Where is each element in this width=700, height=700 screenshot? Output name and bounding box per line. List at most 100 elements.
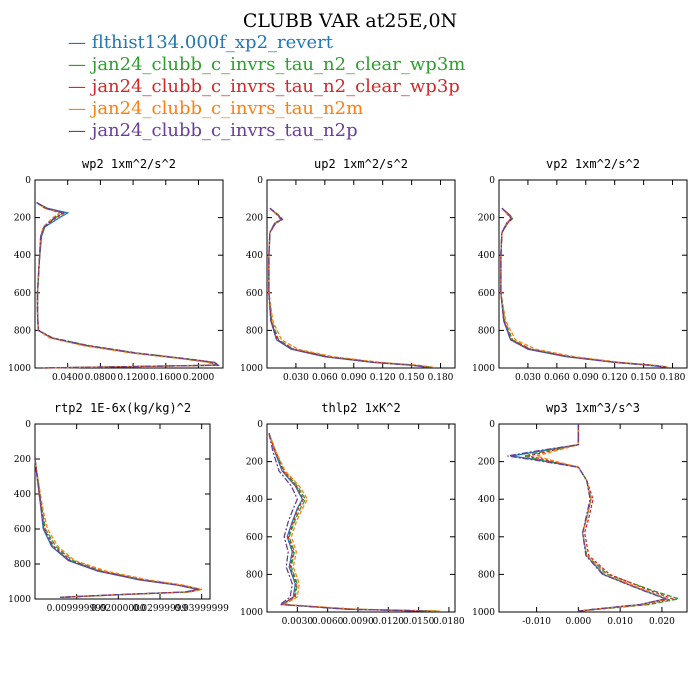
series-line [268,207,431,368]
series-line [268,433,434,612]
x-tick-label: 0.02000000 [91,604,146,614]
x-tick-label: 0.090 [341,373,367,383]
series-line [500,207,669,368]
series-line [268,207,433,368]
legend-label: jan24_clubb_c_invrs_tau_n2_clear_wp3m [91,54,466,75]
series-line [523,424,679,612]
series-line [268,207,427,368]
x-tick-label: 0.0400 [52,373,84,383]
y-tick-label: 800 [14,560,31,570]
chart-panel: thlp2 1xK^2 0 200 400 600 800 1000 0.00300.0060… [240,401,465,627]
y-tick-label: 600 [14,525,31,535]
y-tick-label: 800 [246,326,263,336]
x-tick-label: 0.180 [428,373,454,383]
plot-frame [266,423,456,613]
x-tick-label: 0.0800 [85,373,117,383]
x-tick-label: 0.120 [370,373,396,383]
series-line [34,458,201,598]
chart-panel: up2 1xm^2/s^2 0 200 400 600 800 1000 0.030 0.060… [240,157,456,383]
y-tick-label: 600 [246,289,263,299]
y-tick-label: 1000 [472,608,495,618]
x-tick-label: 0.2000 [183,373,215,383]
legend-item: — jan24_clubb_c_invrs_tau_n2p [68,120,358,141]
series-line [36,202,220,369]
x-tick-label: 0.0090 [342,617,374,627]
series-line [34,458,198,598]
y-tick-label: 800 [478,570,495,580]
series-line [268,207,430,368]
y-tick-label: 1000 [8,364,31,374]
y-tick-label: 200 [14,455,31,465]
x-tick-label: 0.180 [660,373,686,383]
x-tick-label: 0.150 [399,373,425,383]
x-tick-label: 0.0120 [373,617,405,627]
series-line [36,202,217,369]
x-tick-label: 0.090 [573,373,599,383]
x-tick-label: 0.0030 [282,617,314,627]
y-tick-label: 600 [478,289,495,299]
legend-item: — flthist134.000f_xp2_revert [68,32,333,53]
y-tick-label: 400 [478,495,495,505]
y-tick-label: 0 [25,176,31,186]
panel-title: vp2 1xm^2/s^2 [546,157,640,171]
y-tick-label: 0 [489,420,495,430]
y-tick-label: 400 [246,495,263,505]
y-tick-label: 0 [257,176,263,186]
plot-frame [34,423,211,600]
x-tick-label: 0.060 [544,373,570,383]
y-tick-label: 200 [246,214,263,224]
x-tick-label: 0.030 [283,373,309,383]
y-tick-label: 800 [478,326,495,336]
x-tick-label: 0.000 [565,617,591,627]
y-tick-label: 0 [489,176,495,186]
legend-item: — jan24_clubb_c_invrs_tau_n2_clear_wp3m [68,54,466,75]
y-tick-label: 1000 [8,595,31,605]
x-tick-label: 0.02999999 [133,604,188,614]
x-tick-label: 0.120 [602,373,628,383]
panel-title: rtp2 1E-6x(kg/kg)^2 [54,401,191,415]
y-tick-label: 200 [478,458,495,468]
series-line [36,202,221,369]
series-line [34,458,199,598]
legend-item: — jan24_clubb_c_invrs_tau_n2_clear_wp3p [68,76,460,97]
plot-frame [266,179,456,369]
y-tick-label: 400 [246,251,263,261]
series-line [500,207,668,368]
series-line [34,458,200,598]
y-tick-label: 400 [14,490,31,500]
legend-label: flthist134.000f_xp2_revert [91,32,333,53]
x-tick-label: 0.009999999 [47,604,107,614]
series-line [34,458,202,598]
x-tick-label: 0.030 [515,373,541,383]
y-tick-label: 200 [246,458,263,468]
y-tick-label: 200 [14,214,31,224]
series-line [507,424,668,612]
x-tick-label: 0.060 [312,373,338,383]
y-tick-label: 1000 [240,608,263,618]
chart-panel: vp2 1xm^2/s^2 0 200 400 600 800 1000 0.030 0.060… [472,157,688,383]
y-tick-label: 0 [257,420,263,430]
series-line [268,433,427,612]
legend-label: jan24_clubb_c_invrs_tau_n2p [91,120,358,141]
x-tick-label: 0.0060 [312,617,344,627]
x-tick-label: 0.0180 [433,617,465,627]
y-tick-label: 600 [478,533,495,543]
chart-panel: wp2 1xm^2/s^2 0 200 400 600 800 1000 0.0400 0.08… [8,157,224,383]
x-tick-label: 0.03999999 [174,604,229,614]
plot-frame [498,179,688,369]
legend-label: jan24_clubb_c_invrs_tau_n2_clear_wp3p [91,76,460,97]
series-line [36,202,216,369]
series-line [268,433,429,612]
y-tick-label: 400 [478,251,495,261]
x-tick-label: 0.1200 [117,373,149,383]
series-line [500,207,667,368]
chart-panel: wp3 1xm^3/s^3 0 200 400 600 800 1000 -0.010 0.00… [472,401,688,627]
plot-frame [34,179,224,369]
x-tick-label: 0.1600 [150,373,182,383]
chart-panel: rtp2 1E-6x(kg/kg)^2 0 200 400 600 800 1000 0.00… [8,401,229,614]
series-line [500,207,666,368]
y-tick-label: 0 [25,420,31,430]
series-line [534,424,671,612]
panel-title: thlp2 1xK^2 [321,401,400,415]
legend-item: — jan24_clubb_c_invrs_tau_n2m [68,98,364,119]
